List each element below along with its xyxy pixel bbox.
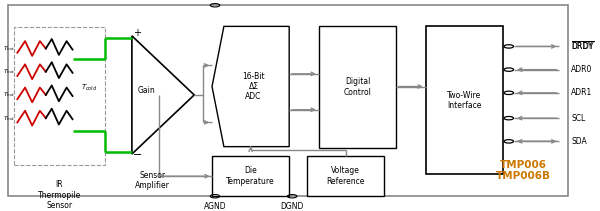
Text: $T_{hot}$: $T_{hot}$ [3, 114, 16, 123]
Text: +: + [133, 28, 141, 38]
Text: SDA: SDA [571, 137, 587, 146]
Text: $T_{hot}$: $T_{hot}$ [3, 44, 16, 53]
Text: DRDY: DRDY [571, 42, 593, 51]
Bar [212, 156, 289, 196]
Bar [307, 156, 384, 196]
Text: SCL: SCL [571, 114, 586, 123]
Polygon shape [212, 26, 289, 147]
Text: Die
Temperature: Die Temperature [226, 166, 275, 186]
Text: Voltage
Reference: Voltage Reference [326, 166, 365, 186]
Bar [14, 27, 105, 165]
Text: $T_{hot}$: $T_{hot}$ [3, 67, 16, 76]
Text: ADR0: ADR0 [571, 65, 593, 74]
Text: Two-Wire
Interface: Two-Wire Interface [447, 91, 481, 110]
Text: Gain: Gain [138, 86, 155, 95]
Text: AGND: AGND [203, 202, 226, 211]
Text: IR
Thermopile
Sensor: IR Thermopile Sensor [38, 180, 81, 210]
Text: −: − [133, 150, 142, 160]
Text: TMP006
TMP006B: TMP006 TMP006B [496, 160, 551, 181]
Text: DGND: DGND [280, 202, 304, 211]
Bar [319, 26, 396, 148]
Text: ADR1: ADR1 [571, 88, 592, 97]
Text: 16-Bit
ΔΣ
ADC: 16-Bit ΔΣ ADC [242, 72, 265, 101]
Text: Sensor
Amplifier: Sensor Amplifier [135, 171, 170, 190]
Text: Digital
Control: Digital Control [344, 77, 371, 97]
Text: $\overline{\mathrm{DRDY}}$: $\overline{\mathrm{DRDY}}$ [571, 40, 595, 53]
Text: $T_{cold}$: $T_{cold}$ [81, 83, 97, 93]
Bar [426, 26, 503, 174]
Text: $T_{hot}$: $T_{hot}$ [3, 91, 16, 99]
